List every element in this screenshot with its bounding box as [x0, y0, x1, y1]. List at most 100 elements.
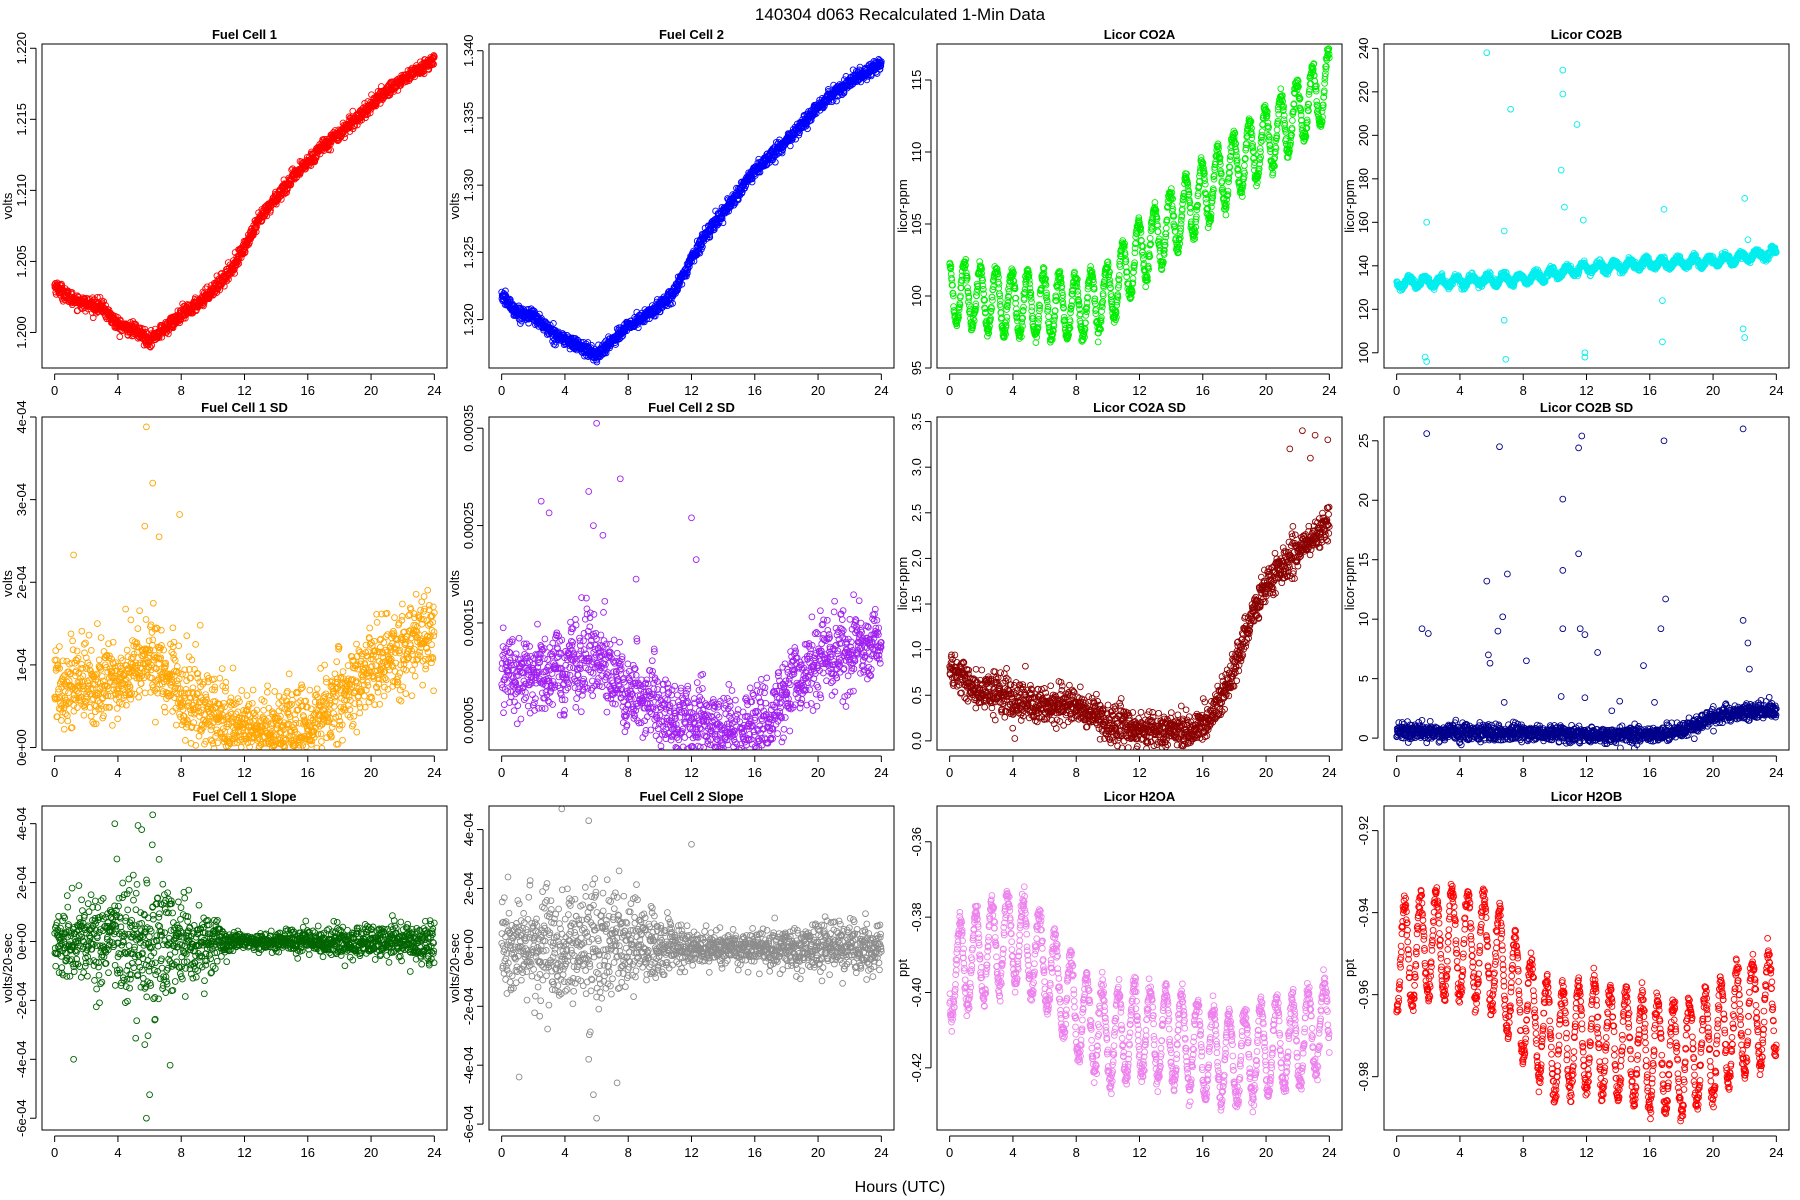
- data-point: [1043, 298, 1051, 306]
- data-point: [1114, 294, 1122, 301]
- data-point: [1229, 131, 1237, 138]
- plot-frame: [41, 43, 448, 369]
- data-point: [1315, 112, 1322, 119]
- data-point: [326, 139, 333, 147]
- data-point: [978, 270, 985, 277]
- data-point: [1049, 331, 1056, 339]
- data-point: [525, 319, 532, 327]
- data-point: [1114, 291, 1122, 298]
- data-point: [349, 107, 357, 115]
- data-point: [1081, 326, 1089, 334]
- data-point: [1132, 239, 1140, 247]
- data-point: [996, 292, 1004, 300]
- panel-title: Fuel Cell 2: [659, 27, 724, 42]
- data-point: [981, 305, 989, 313]
- data-point: [1112, 309, 1120, 317]
- data-point: [1239, 184, 1246, 192]
- x-tick-label: 0: [498, 383, 505, 398]
- data-point: [552, 341, 559, 349]
- data-point: [1177, 220, 1185, 228]
- data-point: [1169, 195, 1176, 203]
- data-point: [1033, 328, 1041, 336]
- data-point: [536, 310, 543, 318]
- data-point: [1050, 316, 1058, 324]
- data-point: [1148, 225, 1156, 233]
- data-point: [1295, 83, 1302, 90]
- y-axis-label: volts: [447, 192, 462, 219]
- data-point: [833, 97, 840, 105]
- data-point: [1099, 292, 1107, 300]
- data-points: [498, 56, 885, 366]
- data-point: [1113, 313, 1120, 321]
- data-point: [1042, 275, 1050, 283]
- data-point: [1192, 223, 1200, 231]
- data-point: [1243, 139, 1250, 147]
- data-point: [1025, 276, 1033, 284]
- data-point: [979, 277, 986, 284]
- data-point: [1065, 331, 1073, 339]
- data-point: [100, 298, 108, 305]
- data-point: [955, 311, 962, 318]
- data-point: [964, 284, 971, 292]
- data-point: [947, 262, 955, 270]
- data-point: [719, 219, 727, 227]
- data-point: [1249, 144, 1257, 152]
- data-point: [796, 129, 803, 136]
- data-point: [287, 180, 295, 188]
- data-point: [1319, 113, 1326, 121]
- data-point: [148, 341, 156, 349]
- x-tick-label: 0: [51, 383, 58, 398]
- data-point: [1323, 63, 1330, 70]
- data-point: [1185, 191, 1192, 199]
- data-point: [1137, 229, 1145, 236]
- data-point: [1160, 258, 1167, 266]
- data-point: [1290, 107, 1297, 115]
- data-point: [1128, 288, 1136, 296]
- data-point: [1265, 123, 1273, 131]
- data-point: [1179, 205, 1186, 213]
- x-tick-label: 16: [301, 383, 315, 398]
- data-point: [1048, 336, 1056, 343]
- data-point: [1247, 118, 1255, 125]
- y-tick-label: 110: [909, 142, 924, 163]
- x-tick-label: 8: [1073, 383, 1080, 398]
- y-tick-label: 1.205: [14, 245, 29, 278]
- panel-title: Fuel Cell 1: [212, 27, 277, 42]
- data-point: [1258, 137, 1266, 144]
- data-point: [1025, 273, 1033, 280]
- data-point: [730, 201, 738, 209]
- data-point: [89, 314, 97, 322]
- data-point: [1139, 251, 1147, 259]
- data-point: [1322, 70, 1329, 77]
- data-point: [1122, 263, 1130, 271]
- data-point: [1277, 85, 1285, 93]
- y-tick-label: 1.320: [461, 303, 476, 336]
- data-point: [1225, 178, 1232, 186]
- data-point: [1083, 308, 1090, 316]
- data-point: [1274, 117, 1282, 125]
- data-point: [1019, 307, 1027, 314]
- data-point: [1043, 292, 1051, 299]
- data-point: [1256, 145, 1264, 152]
- data-point: [972, 305, 979, 313]
- data-point: [696, 249, 704, 257]
- data-point: [1068, 302, 1075, 309]
- data-point: [1081, 333, 1088, 341]
- data-point: [1061, 321, 1069, 329]
- data-point: [1287, 139, 1294, 146]
- x-axis: 0 4 8 12 16 20 24: [51, 373, 442, 398]
- data-point: [1018, 333, 1025, 341]
- data-point: [1305, 107, 1312, 115]
- data-point: [102, 302, 109, 309]
- data-point: [430, 60, 437, 68]
- data-point: [1242, 155, 1249, 162]
- data-point: [1296, 94, 1304, 102]
- data-point: [1222, 204, 1230, 211]
- data-point: [1478, 282, 1486, 290]
- data-point: [1184, 179, 1192, 187]
- data-point: [1313, 82, 1320, 90]
- data-point: [1122, 255, 1129, 263]
- data-point: [1233, 152, 1240, 160]
- data-point: [1073, 283, 1081, 291]
